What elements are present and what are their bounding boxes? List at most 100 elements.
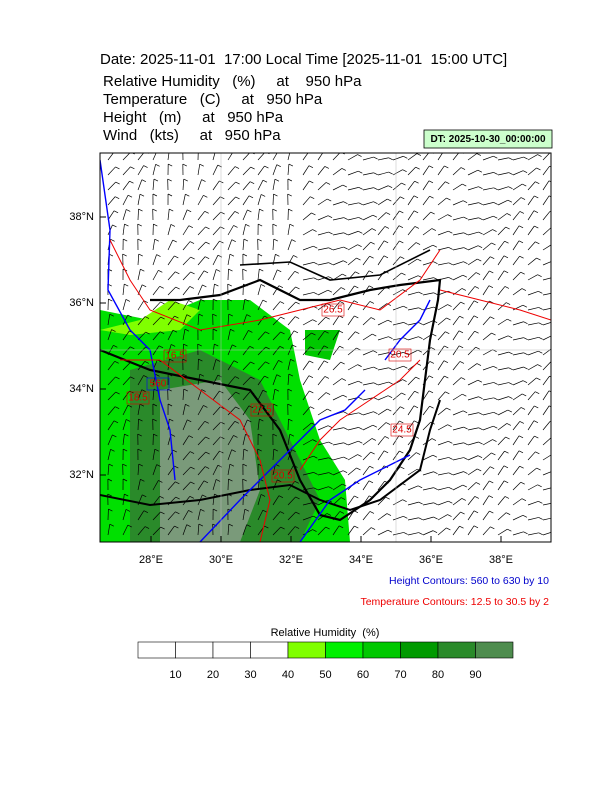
- wind-barb-flag: [288, 194, 292, 196]
- wind-barb-flag: [414, 406, 418, 408]
- wind-barb-flag: [310, 407, 314, 409]
- wind-barb-flag: [433, 262, 437, 264]
- wind-barb-flag: [449, 277, 453, 279]
- field: Height (m) at 950 hPa: [103, 109, 284, 126]
- wind-barb-flag: [464, 233, 468, 235]
- wind-barb: [378, 186, 388, 190]
- wind-barb: [408, 533, 419, 535]
- wind-barb: [273, 179, 275, 190]
- wind-barb-flag: [489, 271, 493, 273]
- wind-barb-flag: [461, 302, 465, 304]
- contour-label: 20.5: [273, 471, 293, 482]
- wind-barb: [348, 468, 356, 475]
- wind-barb-flag: [418, 337, 422, 339]
- wind-barb-flag: [291, 149, 295, 151]
- wind-barb: [468, 456, 478, 460]
- wind-barb: [453, 168, 461, 175]
- wind-barb-flag: [539, 307, 543, 309]
- colorbar-label: 80: [432, 669, 444, 681]
- wind-barb-flag: [205, 211, 209, 213]
- wind-barb-flag: [446, 198, 450, 200]
- wind-barb-flag: [313, 230, 317, 232]
- wind-barb: [513, 367, 524, 370]
- wind-barb-flag: [388, 337, 392, 339]
- wind-barb-flag: [419, 292, 423, 294]
- colorbar-label: 60: [357, 669, 369, 681]
- wind-barb-flag: [263, 300, 267, 302]
- contour-label: 26.5: [323, 305, 343, 316]
- wind-barb: [498, 496, 505, 505]
- wind-barb: [228, 240, 232, 250]
- wind-barb: [543, 166, 550, 175]
- wind-barb-flag: [389, 368, 393, 370]
- wind-barb-flag: [314, 292, 318, 294]
- wind-barb-flag: [448, 215, 452, 217]
- wind-barb: [333, 202, 343, 205]
- wind-barb: [303, 197, 310, 205]
- wind-barb-flag: [176, 287, 180, 289]
- wind-barb-flag: [372, 438, 376, 440]
- wind-barb: [513, 482, 521, 490]
- wind-barb: [438, 166, 444, 175]
- wind-barb: [378, 337, 388, 340]
- wind-barb: [378, 256, 384, 265]
- wind-barb-flag: [554, 503, 558, 505]
- wind-barb-flag: [509, 368, 513, 370]
- wind-barb-flag: [288, 209, 292, 211]
- wind-barb-flag: [419, 502, 423, 504]
- wind-barb-flag: [328, 277, 332, 279]
- wind-barb-flag: [263, 180, 267, 182]
- wind-barb: [318, 263, 329, 265]
- wind-barb-flag: [430, 196, 434, 198]
- wind-barb-flag: [139, 209, 143, 211]
- lon-label: 34°E: [349, 554, 373, 566]
- lon-label: 32°E: [279, 554, 303, 566]
- wind-barb-flag: [446, 318, 450, 320]
- wind-barb-flag: [434, 517, 438, 519]
- wind-barb-flag: [433, 245, 437, 247]
- wind-barb: [303, 278, 314, 280]
- wind-barb: [408, 486, 418, 490]
- wind-barb-flag: [417, 154, 421, 156]
- wind-barb-flag: [371, 452, 375, 454]
- wind-barb-flag: [359, 217, 363, 219]
- wind-barb: [348, 231, 358, 235]
- wind-barb: [123, 224, 124, 235]
- wind-barb: [513, 184, 522, 190]
- wind-barb: [378, 213, 386, 220]
- wind-barb: [243, 167, 251, 175]
- wind-barb: [468, 218, 479, 220]
- wind-barb: [528, 275, 538, 280]
- wind-barb: [363, 215, 373, 220]
- wind-barb: [513, 394, 522, 400]
- wind-barb-flag: [314, 262, 318, 264]
- wind-barb: [258, 180, 263, 190]
- wind-barb: [498, 158, 509, 160]
- wind-barb: [513, 436, 519, 445]
- wind-barb: [348, 217, 359, 220]
- wind-barb-flag: [386, 213, 390, 215]
- colorbar-box: [213, 642, 251, 658]
- wind-barb-flag: [385, 436, 389, 438]
- wind-barb: [528, 517, 539, 520]
- wind-barb-flag: [554, 518, 558, 520]
- wind-barb: [528, 485, 538, 490]
- wind-barb: [363, 351, 373, 355]
- wind-barb: [498, 383, 509, 385]
- wind-barb: [453, 378, 461, 385]
- wind-barb: [348, 365, 358, 370]
- wind-barb-flag: [524, 353, 528, 355]
- wind-barb-flag: [153, 209, 157, 211]
- wind-barb-flag: [358, 441, 362, 443]
- wind-barb: [183, 226, 189, 235]
- date-line: Date: 2025-11-01 17:00 Local Time [2025-…: [100, 51, 507, 68]
- wind-barb: [333, 288, 341, 295]
- wind-barb-flag: [553, 261, 557, 263]
- wind-barb-flag: [504, 256, 508, 258]
- wind-barb-flag: [539, 517, 543, 519]
- wind-barb-flag: [342, 379, 346, 381]
- wind-barb-flag: [509, 158, 513, 160]
- wind-barb: [543, 261, 553, 265]
